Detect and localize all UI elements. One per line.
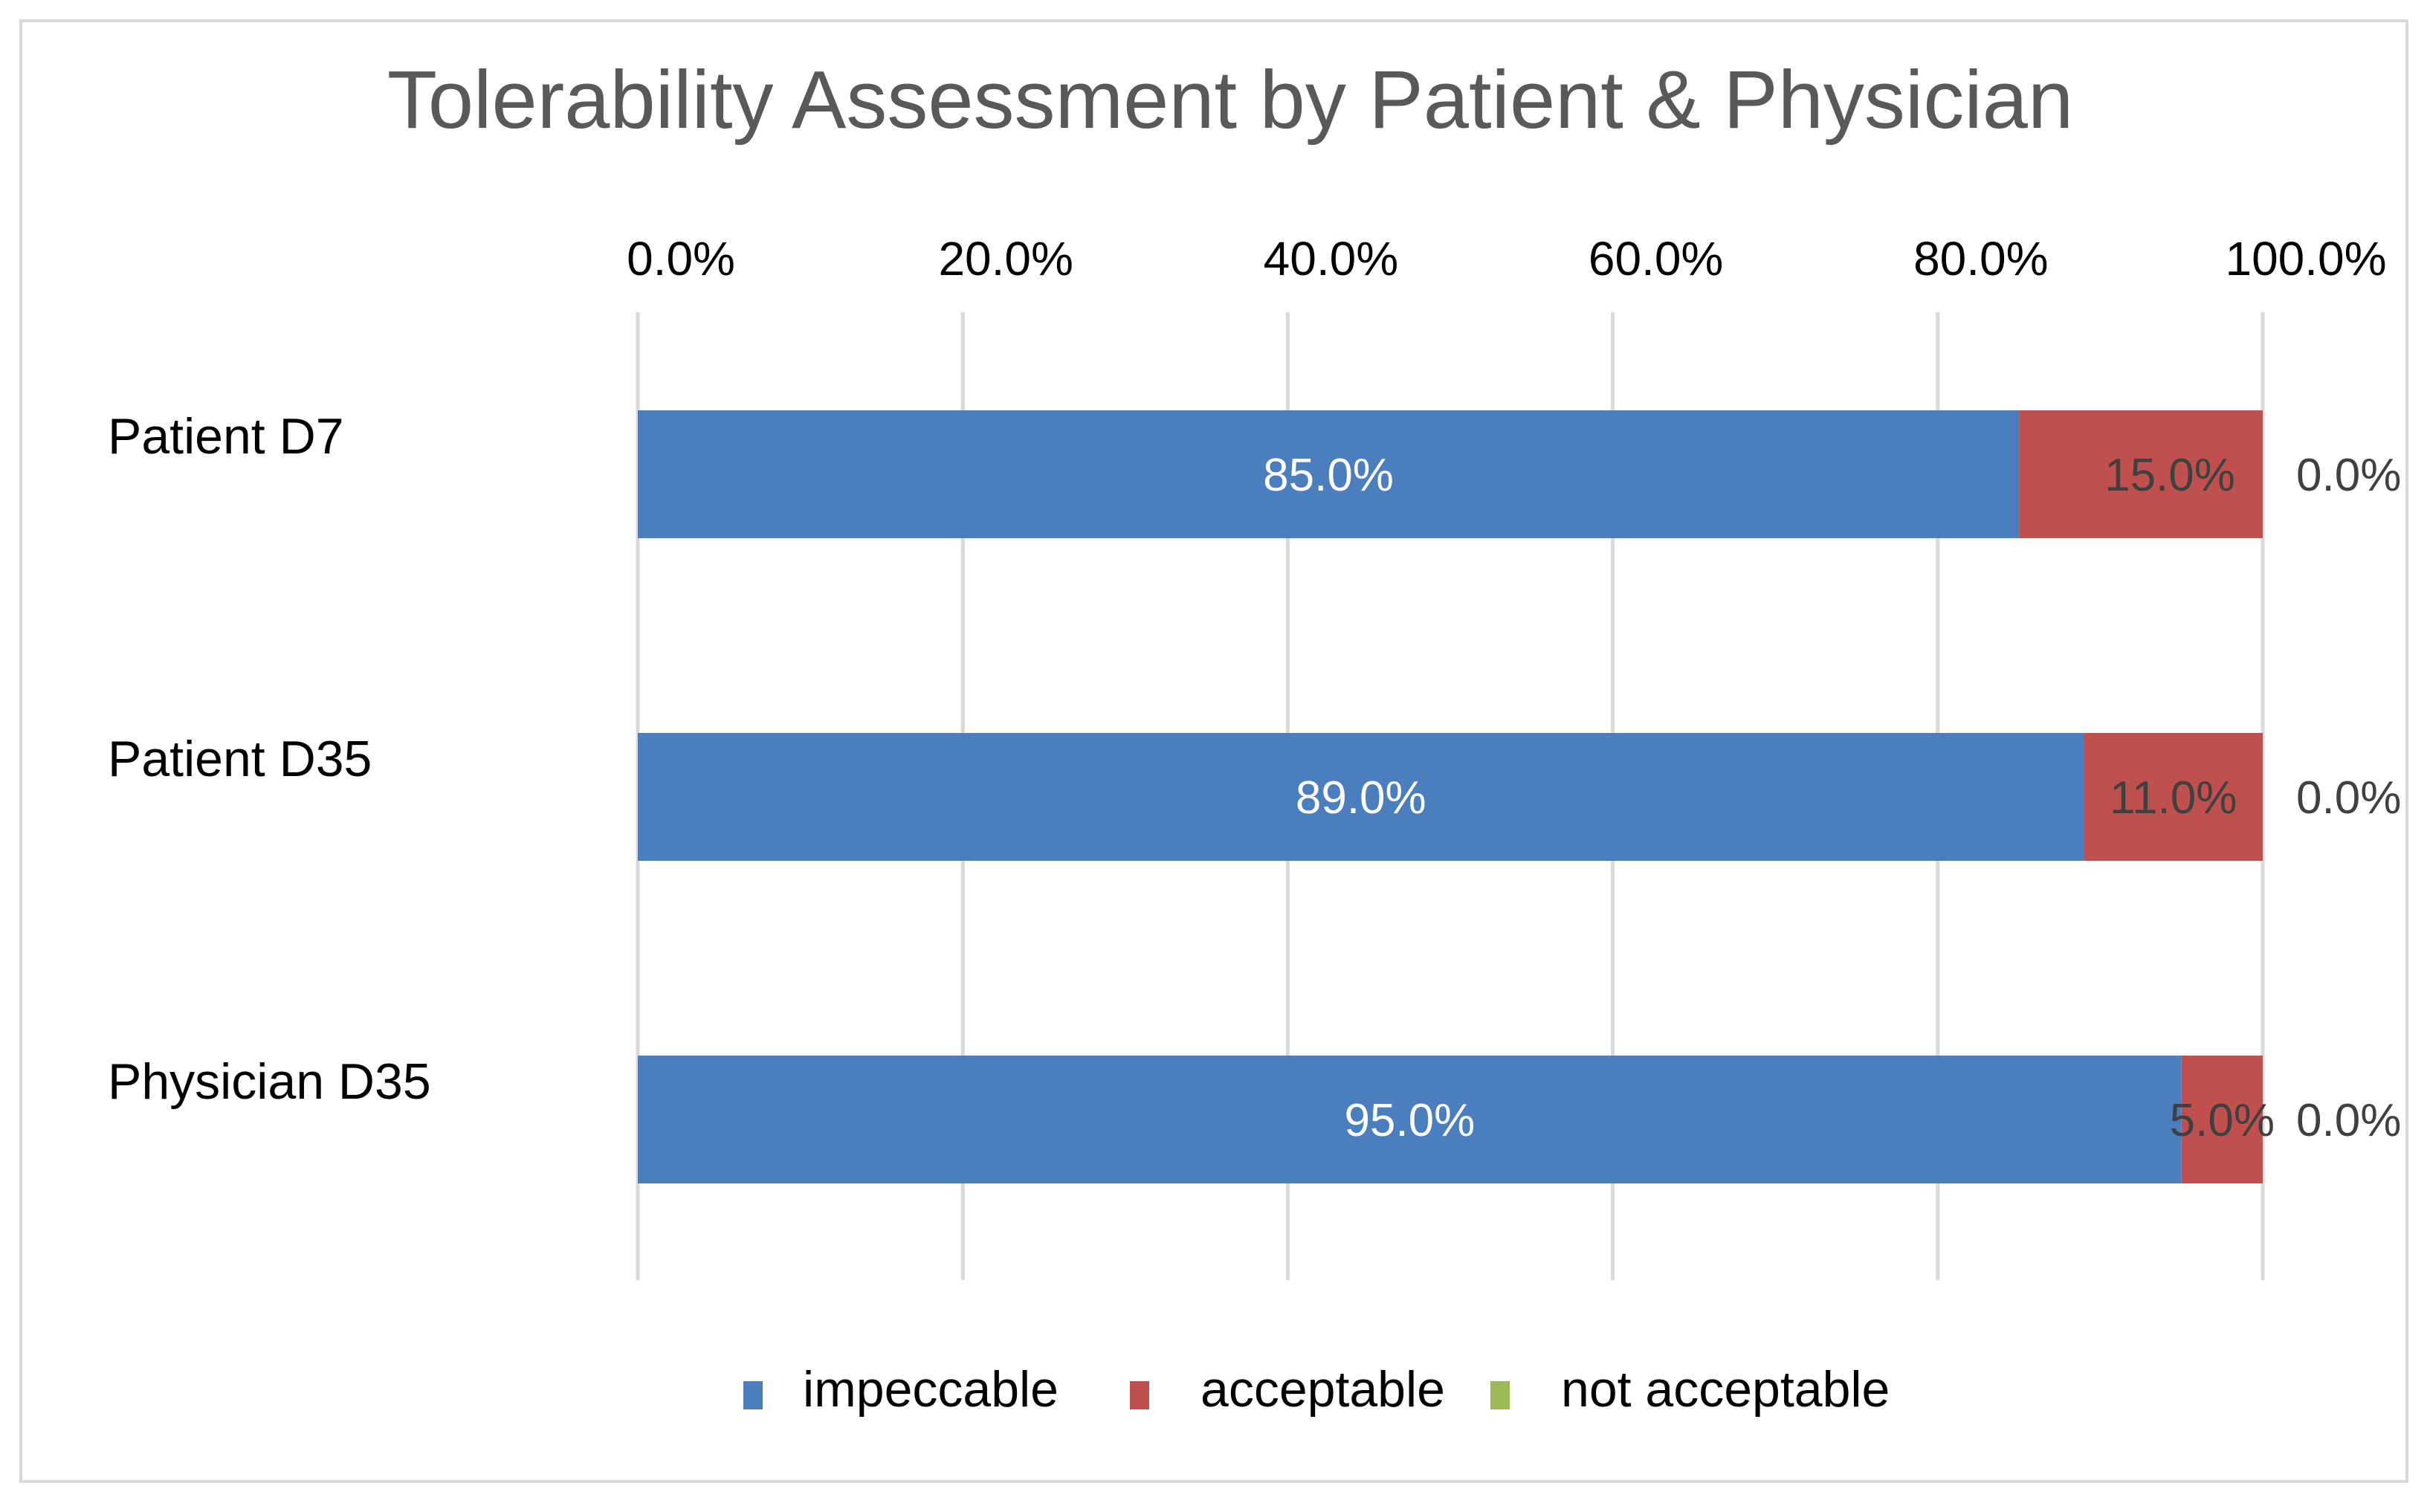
x-tick-label: 40.0% — [1264, 232, 1398, 285]
bar-acceptable — [2019, 410, 2263, 538]
chart-title: Tolerability Assessment by Patient & Phy… — [387, 54, 2073, 146]
data-label: 0.0% — [2296, 1095, 2401, 1146]
x-tick-label: 80.0% — [1913, 232, 2048, 285]
data-label: 15.0% — [2104, 450, 2235, 501]
data-label: 0.0% — [2296, 772, 2401, 824]
data-label: 11.0% — [2110, 772, 2237, 824]
category-label: Physician D35 — [108, 1053, 431, 1110]
x-tick-label: 20.0% — [938, 232, 1073, 285]
data-labels: 85.0% 15.0% 0.0% 89.0% 11.0% 0.0% 95.0% 5.0% 0.0… — [1263, 450, 2401, 1146]
data-label: 95.0% — [1344, 1095, 1475, 1146]
legend-swatch — [1490, 1381, 1510, 1409]
legend-label: impeccable — [803, 1361, 1059, 1418]
legend-label: not acceptable — [1561, 1361, 1890, 1418]
x-axis-ticks: 0.0% 20.0% 40.0% 60.0% 80.0% 100.0% — [627, 232, 2386, 285]
legend: impeccable acceptable not acceptable — [743, 1361, 1890, 1418]
legend-swatch — [1130, 1381, 1149, 1409]
bar-acceptable — [2084, 733, 2263, 861]
bars — [638, 410, 2263, 1183]
data-label: 89.0% — [1296, 772, 1426, 824]
data-label: 5.0% — [2170, 1095, 2275, 1146]
bar-impeccable — [638, 410, 2020, 538]
category-label: Patient D35 — [108, 731, 372, 787]
category-label: Patient D7 — [108, 408, 344, 465]
legend-label: acceptable — [1201, 1361, 1445, 1418]
x-tick-label: 60.0% — [1589, 232, 1723, 285]
bar-impeccable — [638, 733, 2084, 861]
bar-acceptable — [2181, 1056, 2263, 1183]
bar-impeccable — [638, 1056, 2182, 1183]
legend-swatch — [743, 1381, 763, 1409]
data-label: 85.0% — [1263, 450, 1394, 501]
x-tick-label: 100.0% — [2225, 232, 2386, 285]
category-labels: Patient D7 Patient D35 Physician D35 — [108, 408, 431, 1110]
data-label: 0.0% — [2296, 450, 2401, 501]
x-tick-label: 0.0% — [627, 232, 735, 285]
